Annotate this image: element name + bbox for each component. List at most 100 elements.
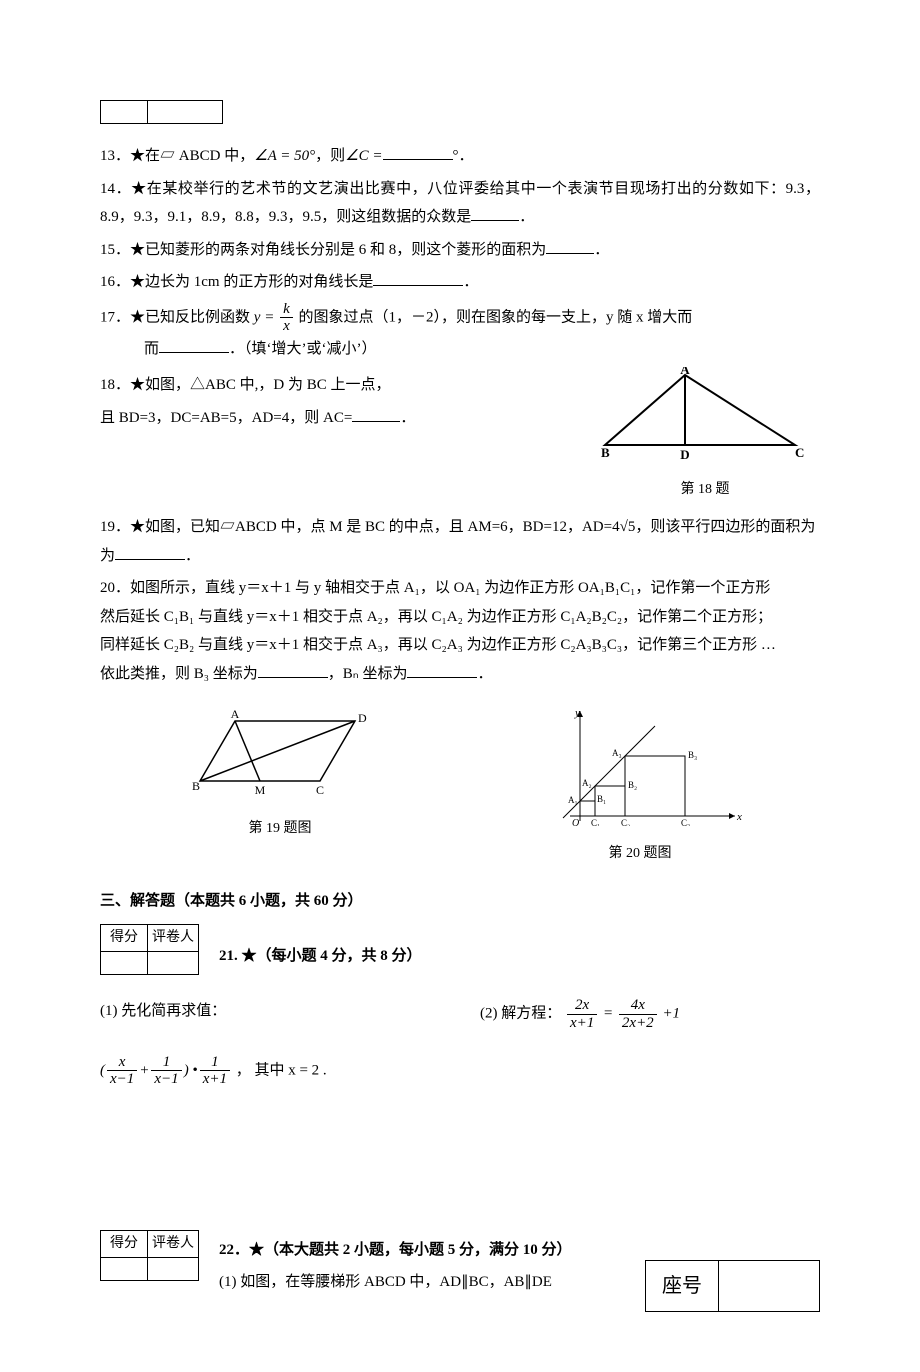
text: ★已知菱形的两条对角线长分别是 6 和 8，则这个菱形的面积为	[130, 242, 546, 258]
figure-18: A B D C 第 18 题	[590, 367, 820, 503]
denominator: x−1	[151, 1071, 181, 1088]
text: 如图所示，直线 y＝x＋1 与 y 轴相交于点 A₁，以 OA₁ 为边作正方形 …	[130, 580, 770, 596]
svg-text:B₂: B₂	[628, 780, 637, 790]
text: 的图象过点（1，－2），则在图象的每一支上，y 随 x 增大而	[298, 309, 692, 325]
fill-blank[interactable]	[407, 662, 477, 678]
text: ．	[400, 410, 415, 426]
text: ．	[594, 242, 609, 258]
svg-text:B: B	[601, 445, 610, 460]
fraction: 1x+1	[200, 1054, 230, 1088]
svg-text:A₃: A₃	[612, 748, 622, 758]
fill-blank[interactable]	[373, 270, 463, 286]
numerator: 1	[151, 1054, 181, 1072]
text: ．	[477, 666, 492, 682]
fraction: 2xx+1	[567, 997, 597, 1031]
q21-part2: (2) 解方程： 2xx+1 = 4x2x+2 +1	[480, 997, 820, 1031]
formula: y =	[254, 309, 275, 325]
svg-text:A: A	[680, 367, 690, 377]
qnum: 18．	[100, 377, 130, 393]
seat-number-box: 座号	[645, 1260, 820, 1312]
q22-header: 得分评卷人 22．★（本大题共 2 小题，每小题 5 分，满分 10 分） (1…	[100, 1230, 820, 1313]
fill-blank[interactable]	[159, 337, 229, 353]
text: 然后延长 C₁B₁ 与直线 y＝x＋1 相交于点 A₂，再以 C₁A₂ 为边作正…	[100, 609, 772, 625]
svg-text:M: M	[255, 783, 266, 797]
svg-text:B₃: B₃	[688, 750, 697, 760]
svg-text:C₁: C₁	[591, 818, 600, 826]
question-15: 15．★已知菱形的两条对角线长分别是 6 和 8，则这个菱形的面积为．	[100, 236, 820, 265]
denominator: 2x+2	[619, 1015, 657, 1032]
numerator: 1	[200, 1054, 230, 1072]
workspace	[100, 1092, 820, 1222]
question-14: 14．★在某校举行的艺术节的文艺演出比赛中，八位评委给其中一个表演节目现场打出的…	[100, 175, 820, 232]
fill-blank[interactable]	[546, 238, 594, 254]
text: 同样延长 C₂B₂ 与直线 y＝x＋1 相交于点 A₃，再以 C₂A₃ 为边作正…	[100, 637, 776, 653]
text: ★在▱ ABCD 中，	[130, 148, 254, 164]
question-17: 17．★已知反比例函数 y = kx 的图象过点（1，－2），则在图象的每一支上…	[100, 301, 820, 364]
q21-header: 得分评卷人 21. ★（每小题 4 分，共 8 分）	[100, 924, 820, 994]
fraction: 1x−1	[151, 1054, 181, 1088]
score-table-22: 得分评卷人	[100, 1230, 199, 1282]
q22-heading: 22．★（本大题共 2 小题，每小题 5 分，满分 10 分）	[219, 1230, 820, 1265]
fill-blank[interactable]	[471, 205, 519, 221]
squares-figure: y x O A₁ A₂ A₃ B₁ B₂ B₃ C₁ C₂ C₃	[535, 706, 745, 826]
svg-text:B: B	[192, 779, 200, 793]
fraction: kx	[280, 301, 293, 335]
question-20: 20．如图所示，直线 y＝x＋1 与 y 轴相交于点 A₁，以 OA₁ 为边作正…	[100, 574, 820, 688]
question-19: 19．★如图，已知▱ABCD 中，点 M 是 BC 的中点，且 AM=6，BD=…	[100, 513, 820, 570]
text: ) •	[184, 1062, 198, 1078]
svg-text:D: D	[358, 711, 367, 725]
svg-text:B₁: B₁	[597, 794, 606, 804]
figure-20: y x O A₁ A₂ A₃ B₁ B₂ B₃ C₁ C₂ C₃ 第 20 题图	[460, 706, 820, 867]
section-3-title: 三、解答题（本题共 6 小题，共 60 分）	[100, 887, 820, 916]
svg-text:C₂: C₂	[621, 818, 630, 826]
question-13: 13．★在▱ ABCD 中，∠A = 50°，则∠C =°．	[100, 142, 820, 171]
caption: 第 20 题图	[460, 841, 820, 868]
cell: 得分	[101, 924, 148, 952]
svg-text:A: A	[231, 707, 240, 721]
svg-text:C: C	[316, 783, 324, 797]
svg-text:A₂: A₂	[582, 778, 592, 788]
question-16: 16．★边长为 1cm 的正方形的对角线长是．	[100, 268, 820, 297]
text: °．	[453, 148, 474, 164]
label: (2) 解方程：	[480, 1006, 561, 1022]
fill-blank[interactable]	[115, 544, 185, 560]
svg-text:C₃: C₃	[681, 818, 690, 826]
seat-value[interactable]	[719, 1268, 819, 1304]
text: ， 其中 x = 2 .	[232, 1062, 327, 1078]
seat-label: 座号	[646, 1261, 719, 1311]
text: ★如图，已知▱ABCD 中，点 M 是 BC 的中点，且 AM=6，BD=12，…	[130, 519, 815, 535]
cell[interactable]	[148, 1258, 199, 1281]
text: ★如图，△ABC 中,，D 为 BC 上一点，	[130, 377, 390, 393]
fill-blank[interactable]	[352, 406, 400, 422]
cell[interactable]	[148, 952, 199, 975]
text: ★边长为 1cm 的正方形的对角线长是	[130, 274, 373, 290]
text: ．（填‘增大’或‘减小’）	[229, 341, 376, 357]
formula: ∠A = 50°	[254, 148, 315, 164]
text: 且 BD=3，DC=AB=5，AD=4，则 AC=	[100, 410, 352, 426]
caption: 第 18 题	[590, 477, 820, 504]
text: 依此类推，则 B₃ 坐标为	[100, 666, 258, 682]
text: (	[100, 1062, 105, 1078]
fill-blank[interactable]	[258, 662, 328, 678]
numerator: x	[107, 1054, 137, 1072]
q21-body: (1) 先化简再求值： (xx−1+1x−1) •1x+1 ， 其中 x = 2…	[100, 993, 820, 1092]
parallelogram-figure: A D B M C	[180, 706, 380, 801]
fill-blank[interactable]	[383, 144, 453, 160]
numerator: 4x	[619, 997, 657, 1015]
text: +1	[662, 1006, 680, 1022]
svg-text:x: x	[736, 811, 742, 823]
qnum: 20．	[100, 580, 130, 596]
cell	[148, 101, 223, 124]
svg-text:O: O	[572, 818, 579, 826]
cell	[101, 101, 148, 124]
caption: 第 19 题图	[100, 816, 460, 843]
text: ，则	[315, 148, 345, 164]
figures-row: A D B M C 第 19 题图 y x O A₁ A₂ A₃ B₁ B₂ B…	[100, 706, 820, 867]
text: ，Bₙ 坐标为	[328, 666, 408, 682]
cell[interactable]	[101, 1258, 148, 1281]
text: ★在某校举行的艺术节的文艺演出比赛中，八位评委给其中一个表演节目现场打出的分数如…	[100, 181, 820, 226]
figure-19: A D B M C 第 19 题图	[100, 706, 460, 867]
q22-part1: (1) 如图，在等腰梯形 ABCD 中，AD∥BC，AB∥DE	[219, 1274, 552, 1290]
cell[interactable]	[101, 952, 148, 975]
line2: 而．（填‘增大’或‘减小’）	[100, 335, 820, 364]
